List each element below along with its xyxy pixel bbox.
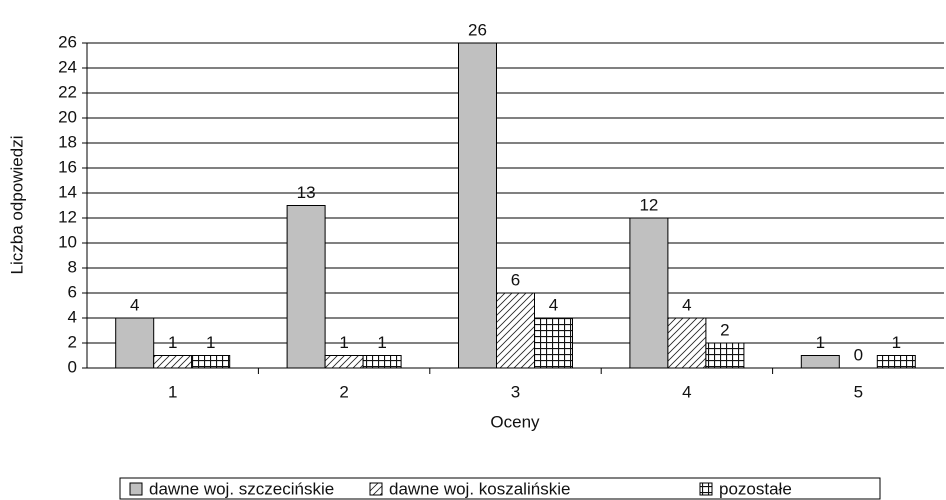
- legend-swatch: [129, 482, 143, 496]
- bar: [362, 355, 402, 369]
- bar: [324, 355, 364, 369]
- y-tick-label: 18: [58, 132, 77, 151]
- bar: [286, 205, 326, 369]
- x-tick-label: 3: [511, 382, 520, 401]
- legend-label: pozostałe: [719, 479, 792, 498]
- y-tick-label: 16: [58, 157, 77, 176]
- y-tick-label: 20: [58, 107, 77, 126]
- bar: [496, 292, 535, 369]
- y-tick-label: 6: [68, 282, 77, 301]
- value-label: 4: [130, 295, 139, 314]
- value-label: 26: [468, 20, 487, 39]
- bar: [191, 355, 231, 369]
- bar: [705, 342, 745, 369]
- value-label: 1: [206, 333, 215, 352]
- bar: [800, 355, 840, 369]
- y-tick-label: 22: [58, 82, 77, 101]
- bar: [629, 217, 669, 369]
- y-tick-label: 0: [68, 357, 77, 376]
- bar: [458, 42, 497, 369]
- bar: [153, 355, 193, 369]
- value-label: 4: [549, 295, 558, 314]
- x-tick-label: 4: [682, 382, 691, 401]
- value-label: 1: [377, 333, 386, 352]
- y-tick-label: 10: [58, 232, 77, 251]
- x-tick-label: 5: [854, 382, 863, 401]
- bar: [115, 317, 155, 369]
- x-tick-label: 2: [339, 382, 348, 401]
- x-tick-label: 1: [168, 382, 177, 401]
- legend-label: dawne woj. szczecińskie: [149, 479, 334, 498]
- y-tick-label: 2: [68, 332, 77, 351]
- value-label: 1: [168, 333, 177, 352]
- y-tick-label: 26: [58, 32, 77, 51]
- bar: [876, 355, 916, 369]
- legend-box: [119, 477, 881, 500]
- value-label: 12: [639, 195, 658, 214]
- y-tick-label: 24: [58, 57, 77, 76]
- value-label: 1: [339, 333, 348, 352]
- value-label: 13: [297, 183, 316, 202]
- value-label: 1: [892, 333, 901, 352]
- value-label: 4: [682, 295, 691, 314]
- value-label: 2: [720, 320, 729, 339]
- value-label: 0: [854, 345, 863, 364]
- bar: [534, 317, 573, 369]
- legend-swatch: [369, 482, 383, 496]
- y-tick-label: 4: [68, 307, 77, 326]
- x-axis-title: Oceny: [490, 412, 540, 431]
- y-axis-title: Liczba odpowiedzi: [7, 136, 26, 275]
- y-tick-label: 14: [58, 182, 77, 201]
- value-label: 6: [511, 270, 520, 289]
- y-tick-label: 12: [58, 207, 77, 226]
- legend-label: dawne woj. koszalińskie: [389, 479, 570, 498]
- legend-swatch: [699, 482, 713, 496]
- y-tick-label: 8: [68, 257, 77, 276]
- value-label: 1: [816, 333, 825, 352]
- bar: [667, 317, 707, 369]
